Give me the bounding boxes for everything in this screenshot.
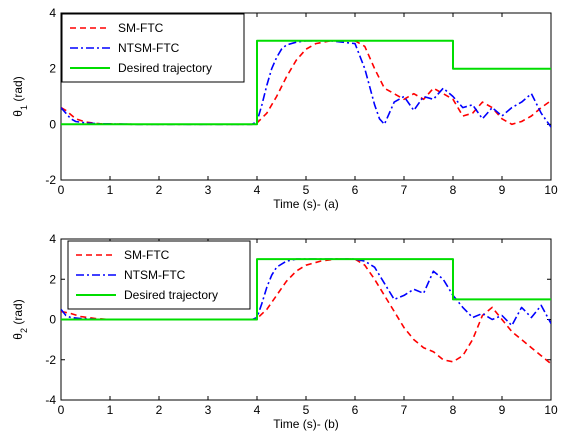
x-tick-label: 10 [544, 403, 558, 417]
x-tick-label: 1 [107, 403, 114, 417]
legend-label: SM-FTC [124, 248, 170, 262]
x-tick-label: 9 [499, 403, 506, 417]
y-axis-label: θ2 (rad) [11, 299, 29, 339]
x-tick-label: 5 [303, 183, 310, 197]
x-tick-label: 6 [352, 183, 359, 197]
x-tick-label: 8 [450, 183, 457, 197]
x-tick-label: 0 [58, 183, 65, 197]
x-tick-label: 2 [156, 403, 163, 417]
y-tick-label: 2 [49, 272, 56, 286]
x-tick-label: 4 [254, 403, 261, 417]
series-line-desired-trajectory [61, 39, 551, 126]
x-tick-label: 9 [499, 183, 506, 197]
x-axis-label: Time (s)- (a) [273, 197, 339, 211]
x-tick-label: 8 [450, 403, 457, 417]
legend-label: NTSM-FTC [124, 268, 186, 282]
x-tick-label: 3 [205, 183, 212, 197]
x-axis-label: Time (s)- (b) [273, 417, 339, 431]
series-line-desired-trajectory [61, 258, 551, 321]
legend-label: Desired trajectory [124, 288, 218, 302]
chart-2: 0 1 2 3 4 5 6 7 8 9 10 -4 -2 0 2 4 SM-FTC NTSM-FTC Desired… [11, 232, 558, 431]
x-tick-label: 1 [107, 183, 114, 197]
x-tick-label: 7 [401, 183, 408, 197]
y-tick-label: -2 [45, 173, 56, 187]
x-tick-label: 4 [254, 183, 261, 197]
legend: SM-FTC NTSM-FTC Desired trajectory [67, 240, 251, 310]
x-tick-label: 6 [352, 403, 359, 417]
y-tick-label: 0 [49, 313, 56, 327]
legend-label: NTSM-FTC [118, 41, 180, 55]
legend-label: Desired trajectory [118, 61, 212, 75]
y-axis-label: θ1 (rad) [11, 76, 29, 116]
legend-label: SM-FTC [118, 21, 164, 35]
x-tick-label: 10 [544, 183, 558, 197]
series-line-sm-ftc [61, 258, 551, 365]
x-tick-label: 3 [205, 403, 212, 417]
y-tick-label: 2 [49, 62, 56, 76]
legend: SM-FTC NTSM-FTC Desired trajectory [61, 13, 245, 83]
y-tick-label: 4 [49, 6, 56, 20]
y-tick-label: 0 [49, 117, 56, 131]
y-tick-label: 4 [49, 232, 56, 246]
x-tick-label: 2 [156, 183, 163, 197]
y-tick-label: -4 [45, 393, 56, 407]
x-tick-label: 0 [58, 403, 65, 417]
x-tick-label: 7 [401, 403, 408, 417]
x-tick-label: 5 [303, 403, 310, 417]
y-tick-label: -2 [45, 353, 56, 367]
series-line-ntsm-ftc [61, 258, 551, 327]
series-line-ntsm-ftc [61, 39, 551, 128]
